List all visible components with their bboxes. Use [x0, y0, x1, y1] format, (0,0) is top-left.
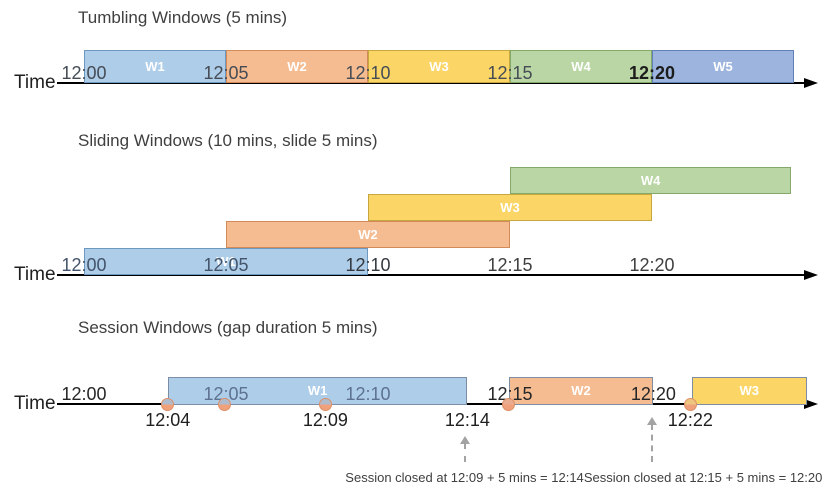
- event-dot: [318, 397, 332, 411]
- time-axis-label-session: 12:04: [145, 410, 191, 430]
- event-dot: [161, 397, 175, 411]
- time-axis-label-tumbling: 12:05: [203, 63, 249, 83]
- dashed-arrow-stem: [651, 424, 653, 462]
- time-axis-title-session: Time: [14, 393, 56, 414]
- time-axis-label-sliding: 12:05: [203, 255, 249, 275]
- window-rect-sliding-w2: [226, 221, 510, 248]
- time-axis-title-tumbling: Time: [14, 72, 56, 93]
- window-label-session-w1: W1: [307, 383, 328, 398]
- time-axis-label-session: 12:14: [444, 410, 490, 430]
- window-label-tumbling-w1: W1: [145, 59, 165, 74]
- window-label-sliding-w2: W2: [358, 227, 378, 242]
- time-axis-label-tumbling: 12:20: [628, 63, 676, 83]
- time-axis-label-session: 12:20: [630, 384, 676, 404]
- time-axis-label-session: 12:15: [487, 384, 533, 404]
- window-rect-session-w2: [508, 377, 654, 405]
- axis-line-tumbling: [57, 82, 806, 84]
- window-rect-tumbling-w2: [226, 50, 368, 83]
- dashed-arrow-head: [647, 417, 657, 425]
- time-axis-label-sliding: 12:00: [61, 255, 107, 275]
- window-label-sliding-w4: W4: [640, 173, 661, 188]
- window-label-sliding-w1: W1: [216, 254, 236, 269]
- window-rect-tumbling-w4: [510, 50, 652, 83]
- time-axis-label-session: 12:10: [345, 384, 391, 404]
- event-dot: [683, 397, 697, 411]
- window-rect-session-w1: [167, 377, 468, 405]
- section-title-sliding: Sliding Windows (10 mins, slide 5 mins): [78, 131, 378, 150]
- window-rect-session-w3: [691, 377, 807, 405]
- session-annotation: Session closed at 12:15 + 5 mins = 12:20: [583, 470, 823, 485]
- window-rect-sliding-w3: [368, 194, 652, 221]
- time-axis-title-sliding: Time: [14, 264, 56, 285]
- time-axis-label-tumbling: 12:15: [487, 63, 533, 83]
- dashed-arrow-head: [459, 436, 470, 444]
- axis-arrowhead-session: [804, 399, 818, 409]
- window-label-sliding-w3: W3: [500, 200, 520, 215]
- axis-line-sliding: [57, 274, 806, 276]
- axis-arrowhead-tumbling: [804, 78, 818, 88]
- dashed-arrow-stem: [463, 443, 466, 462]
- window-label-tumbling-w5: W5: [713, 59, 733, 74]
- window-rect-tumbling-w3: [368, 50, 510, 83]
- time-axis-label-session: 12:05: [203, 384, 249, 404]
- section-title-session: Session Windows (gap duration 5 mins): [78, 318, 378, 337]
- time-axis-label-session: 12:09: [302, 410, 348, 430]
- event-dot: [502, 397, 516, 411]
- window-rect-tumbling-w5: [652, 50, 794, 83]
- session-annotation: Session closed at 12:09 + 5 mins = 12:14: [345, 470, 584, 485]
- time-axis-label-session: 12:22: [667, 410, 713, 430]
- window-label-session-w3: W3: [739, 383, 760, 398]
- window-label-session-w2: W2: [571, 383, 591, 398]
- time-axis-label-tumbling: 12:00: [61, 63, 107, 83]
- window-label-tumbling-w3: W3: [429, 59, 449, 74]
- axis-arrowhead-sliding: [804, 270, 818, 280]
- time-axis-label-sliding: 12:20: [629, 255, 675, 275]
- section-title-tumbling: Tumbling Windows (5 mins): [78, 8, 288, 27]
- time-axis-label-sliding: 12:10: [345, 255, 391, 275]
- time-axis-label-tumbling: 12:10: [345, 63, 391, 83]
- window-label-tumbling-w2: W2: [287, 59, 307, 74]
- window-rect-sliding-w4: [510, 167, 792, 194]
- time-axis-label-sliding: 12:15: [487, 255, 533, 275]
- window-label-tumbling-w4: W4: [571, 59, 591, 74]
- window-rect-tumbling-w1: [84, 50, 226, 83]
- time-axis-label-session: 12:00: [61, 384, 107, 404]
- event-dot: [218, 397, 232, 411]
- window-rect-sliding-w1: [84, 248, 368, 275]
